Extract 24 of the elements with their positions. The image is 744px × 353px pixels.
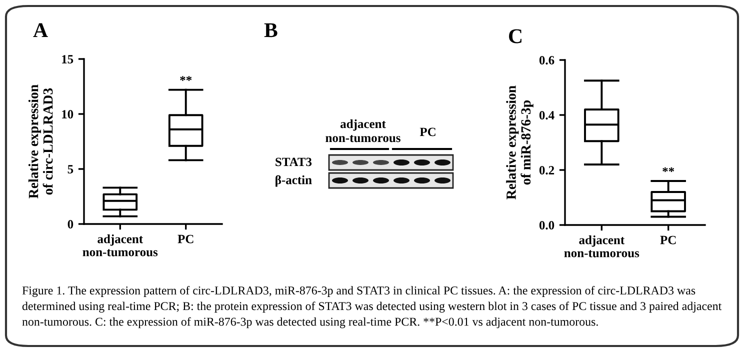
y-tick-label: 0.4 <box>539 111 554 120</box>
chart-title: A <box>33 23 48 38</box>
y-tick-label: 5 <box>68 165 74 174</box>
text: B <box>264 23 278 38</box>
text: adjacent non-tumorous <box>326 119 400 142</box>
text: STAT3 <box>276 158 312 166</box>
y-axis-title: Relative expression of circ-LDLRAD3 <box>28 84 53 198</box>
y-tick-label: 15 <box>62 55 74 64</box>
annotation: ** <box>662 167 674 172</box>
y-tick-label: 10 <box>62 110 74 118</box>
x-tick-label: adjacent non-tumorous <box>82 234 158 256</box>
y-tick-label: 0.0 <box>539 221 554 230</box>
caption: Figure 1. The expression pattern of circ-LDLRAD3, miR-876-3p and STAT3 in clinical PC tissues. A: the expression of circ-LDLRAD3 was determined using real-time PCR; B: the protein expression of STAT3 was detected using western blot in 3 cases of PC tissue and 3 paired adjacent non-tumorous. C: the expression of miR-876-3p was detected using real-time PCR. **P<0.01 vs adjacent non-tumorous. <box>22 286 722 328</box>
y-tick-label: 0 <box>68 220 74 228</box>
text: PC <box>420 128 436 136</box>
y-tick-label: 0.2 <box>539 166 554 175</box>
y-axis-title: Relative expression of miR-876-3p <box>506 86 534 200</box>
y-tick-label: 0.6 <box>539 56 554 65</box>
x-tick-label: PC <box>660 236 676 244</box>
x-tick-label: adjacent non-tumorous <box>564 235 640 258</box>
x-tick-label: PC <box>178 234 194 244</box>
text: β-actin <box>276 175 312 187</box>
chart-title: C <box>509 29 522 44</box>
annotation: ** <box>180 76 192 81</box>
